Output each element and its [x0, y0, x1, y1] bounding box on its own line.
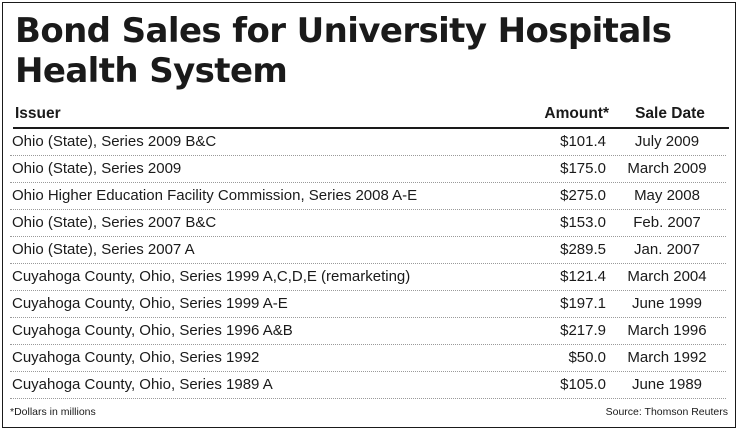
- table-row: Ohio (State), Series 2007 B&C $153.0 Feb…: [10, 210, 726, 237]
- footnote: *Dollars in millions: [10, 406, 96, 418]
- cell-amount: $197.1: [560, 295, 606, 312]
- cell-sale-date: March 1992: [627, 349, 707, 366]
- table-row: Cuyahoga County, Ohio, Series 1999 A-E $…: [10, 291, 726, 318]
- table-frame: Bond Sales for University Hospitals Heal…: [2, 2, 736, 428]
- cell-sale-date: March 1996: [627, 322, 707, 339]
- table-row: Ohio (State), Series 2009 $175.0 March 2…: [10, 156, 726, 183]
- cell-sale-date: June 1999: [631, 295, 703, 312]
- cell-issuer: Cuyahoga County, Ohio, Series 1992: [12, 349, 260, 366]
- cell-amount: $105.0: [560, 376, 606, 393]
- cell-issuer: Ohio (State), Series 2007 B&C: [12, 214, 217, 231]
- cell-amount: $217.9: [560, 322, 606, 339]
- cell-sale-date: March 2009: [627, 160, 707, 177]
- cell-issuer: Ohio (State), Series 2009: [12, 160, 182, 177]
- cell-sale-date: May 2008: [634, 187, 700, 204]
- column-header-issuer: Issuer: [15, 105, 61, 122]
- column-header-sale-date: Sale Date: [635, 105, 705, 122]
- cell-sale-date: July 2009: [634, 133, 700, 150]
- table-row: Ohio (State), Series 2007 A $289.5 Jan. …: [10, 237, 726, 264]
- table-row: Ohio Higher Education Facility Commissio…: [10, 183, 726, 210]
- cell-amount: $175.0: [560, 160, 606, 177]
- table-row: Cuyahoga County, Ohio, Series 1989 A $10…: [10, 372, 726, 399]
- table-row: Cuyahoga County, Ohio, Series 1996 A&B $…: [10, 318, 726, 345]
- table-body: Ohio (State), Series 2009 B&C $101.4 Jul…: [10, 129, 726, 399]
- table-header: Issuer Amount* Sale Date: [13, 105, 729, 129]
- cell-amount: $153.0: [560, 214, 606, 231]
- cell-issuer: Cuyahoga County, Ohio, Series 1999 A-E: [12, 295, 288, 312]
- cell-issuer: Cuyahoga County, Ohio, Series 1989 A: [12, 376, 273, 393]
- cell-issuer: Cuyahoga County, Ohio, Series 1996 A&B: [12, 322, 293, 339]
- cell-amount: $101.4: [560, 133, 606, 150]
- table-row: Cuyahoga County, Ohio, Series 1992 $50.0…: [10, 345, 726, 372]
- column-header-amount: Amount*: [544, 105, 609, 122]
- cell-amount: $50.0: [568, 349, 606, 366]
- cell-issuer: Ohio (State), Series 2007 A: [12, 241, 195, 258]
- cell-sale-date: June 1989: [631, 376, 703, 393]
- cell-amount: $121.4: [560, 268, 606, 285]
- table-row: Cuyahoga County, Ohio, Series 1999 A,C,D…: [10, 264, 726, 291]
- cell-sale-date: March 2004: [627, 268, 707, 285]
- cell-amount: $289.5: [560, 241, 606, 258]
- cell-sale-date: Jan. 2007: [634, 241, 700, 258]
- table-row: Ohio (State), Series 2009 B&C $101.4 Jul…: [10, 129, 726, 156]
- cell-amount: $275.0: [560, 187, 606, 204]
- cell-issuer: Ohio Higher Education Facility Commissio…: [12, 187, 418, 204]
- source-credit: Source: Thomson Reuters: [605, 406, 728, 418]
- cell-sale-date: Feb. 2007: [633, 214, 701, 231]
- cell-issuer: Ohio (State), Series 2009 B&C: [12, 133, 217, 150]
- cell-issuer: Cuyahoga County, Ohio, Series 1999 A,C,D…: [12, 268, 411, 285]
- page-title: Bond Sales for University Hospitals Heal…: [15, 11, 672, 91]
